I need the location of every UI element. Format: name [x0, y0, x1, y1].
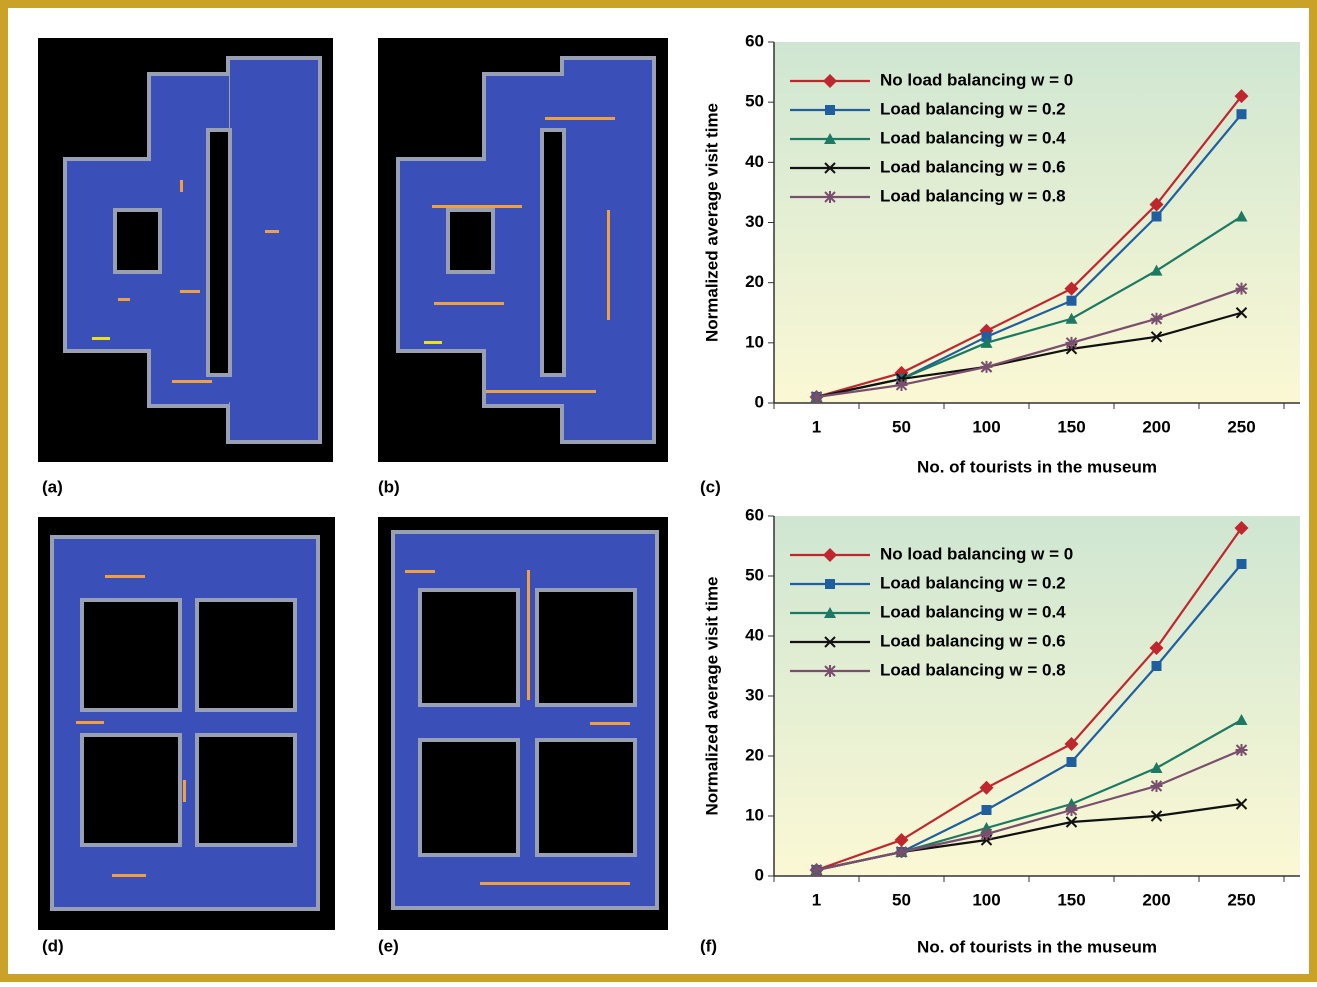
marker: [1066, 337, 1078, 349]
x-tick-label: 100: [972, 417, 1000, 436]
marker: [1151, 313, 1163, 325]
marker: [1067, 296, 1077, 306]
marker: [982, 805, 992, 815]
legend-label: Load balancing w = 0.8: [880, 186, 1066, 205]
x-tick-label: 250: [1227, 890, 1255, 909]
legend-label: Load balancing w = 0.4: [880, 128, 1066, 147]
legend-label: Load balancing w = 0.6: [880, 631, 1066, 650]
y-tick-label: 20: [745, 272, 764, 291]
y-tick-label: 50: [745, 565, 764, 584]
marker: [811, 391, 823, 403]
marker: [1067, 757, 1077, 767]
panel-label: (b): [378, 477, 400, 496]
marker: [981, 828, 993, 840]
x-tick-label: 200: [1142, 417, 1170, 436]
map-e: [378, 517, 668, 930]
y-tick-label: 0: [755, 392, 764, 411]
marker: [811, 864, 823, 876]
x-tick-label: 50: [892, 890, 911, 909]
marker: [896, 846, 908, 858]
y-axis-title: Normalized average visit time: [702, 103, 721, 342]
x-tick-label: 1: [812, 417, 821, 436]
panel-label: (c): [700, 477, 721, 496]
legend-label: No load balancing w = 0: [880, 70, 1073, 89]
x-tick-label: 100: [972, 890, 1000, 909]
legend-label: Load balancing w = 0.2: [880, 573, 1066, 592]
marker: [824, 191, 836, 203]
marker: [1236, 744, 1248, 756]
x-tick-label: 200: [1142, 890, 1170, 909]
y-tick-label: 20: [745, 745, 764, 764]
y-axis-title: Normalized average visit time: [702, 576, 721, 815]
map-d: [38, 517, 335, 930]
y-tick-label: 60: [745, 31, 764, 50]
marker: [1237, 109, 1247, 119]
x-tick-label: 1: [812, 890, 821, 909]
x-axis-title: No. of tourists in the museum: [917, 937, 1157, 956]
y-tick-label: 40: [745, 625, 764, 644]
panel-label: (e): [378, 936, 399, 955]
panel-label: (f): [700, 936, 717, 955]
y-tick-label: 40: [745, 152, 764, 171]
y-tick-label: 10: [745, 805, 764, 824]
figure: (a) (b) (c) (d) (e) (f) 0102030405060150…: [0, 0, 1317, 982]
map-b: [378, 38, 668, 462]
panel-label: (a): [42, 477, 63, 496]
plot-area: [774, 516, 1300, 876]
map-a: [38, 38, 333, 462]
legend-label: Load balancing w = 0.2: [880, 99, 1066, 118]
marker: [824, 665, 836, 677]
legend-label: No load balancing w = 0: [880, 544, 1073, 563]
marker: [1237, 559, 1247, 569]
marker: [1066, 804, 1078, 816]
panel-label: (d): [42, 936, 64, 955]
x-tick-label: 150: [1057, 417, 1085, 436]
y-tick-label: 10: [745, 332, 764, 351]
x-tick-label: 150: [1057, 890, 1085, 909]
y-tick-label: 30: [745, 685, 764, 704]
legend-label: Load balancing w = 0.4: [880, 602, 1066, 621]
marker: [1152, 661, 1162, 671]
legend-label: Load balancing w = 0.6: [880, 157, 1066, 176]
plot-area: [774, 42, 1300, 403]
marker: [981, 361, 993, 373]
y-tick-label: 0: [755, 865, 764, 884]
marker: [825, 579, 835, 589]
marker: [825, 105, 835, 115]
marker: [896, 379, 908, 391]
marker: [1236, 283, 1248, 295]
x-axis-title: No. of tourists in the museum: [917, 457, 1157, 476]
x-tick-label: 250: [1227, 417, 1255, 436]
y-tick-label: 60: [745, 505, 764, 524]
y-tick-label: 30: [745, 212, 764, 231]
legend-label: Load balancing w = 0.8: [880, 660, 1066, 679]
marker: [1152, 211, 1162, 221]
x-tick-label: 50: [892, 417, 911, 436]
y-tick-label: 50: [745, 92, 764, 111]
marker: [1151, 780, 1163, 792]
